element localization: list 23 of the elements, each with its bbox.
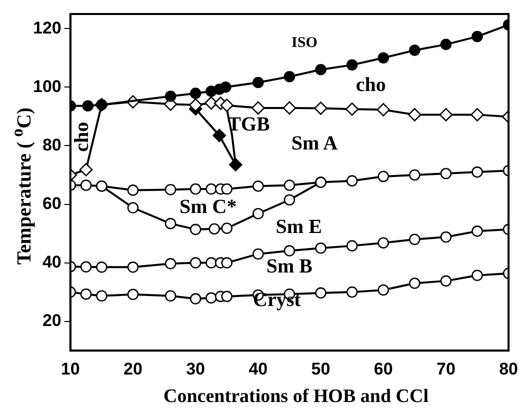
x-tick-label: 80 (499, 359, 518, 378)
annotation: Cryst (253, 289, 302, 312)
y-tick-label: 60 (42, 194, 62, 213)
y-tick-label: 80 (42, 135, 62, 154)
annotation: Sm C* (179, 196, 237, 218)
x-tick-label: 50 (311, 359, 330, 378)
annotation: cho (71, 122, 94, 152)
y-tick-label: 120 (32, 18, 62, 38)
annotation: ISO (292, 35, 318, 52)
y-tick-label: 40 (42, 252, 62, 272)
x-tick-label: 30 (186, 359, 206, 378)
x-tick-label: 40 (248, 359, 268, 378)
x-tick-label: 70 (436, 359, 456, 378)
annotation: Sm A (291, 132, 338, 154)
x-tick-label: 20 (124, 359, 142, 378)
x-tick-label: 60 (374, 359, 393, 378)
annotation: cho (356, 74, 386, 96)
y-tick-label: 20 (42, 311, 62, 330)
x-tick-label: 10 (60, 359, 80, 378)
y-tick-label: 100 (32, 76, 62, 96)
annotation: Sm E (276, 216, 322, 238)
x-axis-title: Concentrations of HOB and CCl (162, 386, 430, 408)
annotation: Sm B (266, 256, 313, 278)
